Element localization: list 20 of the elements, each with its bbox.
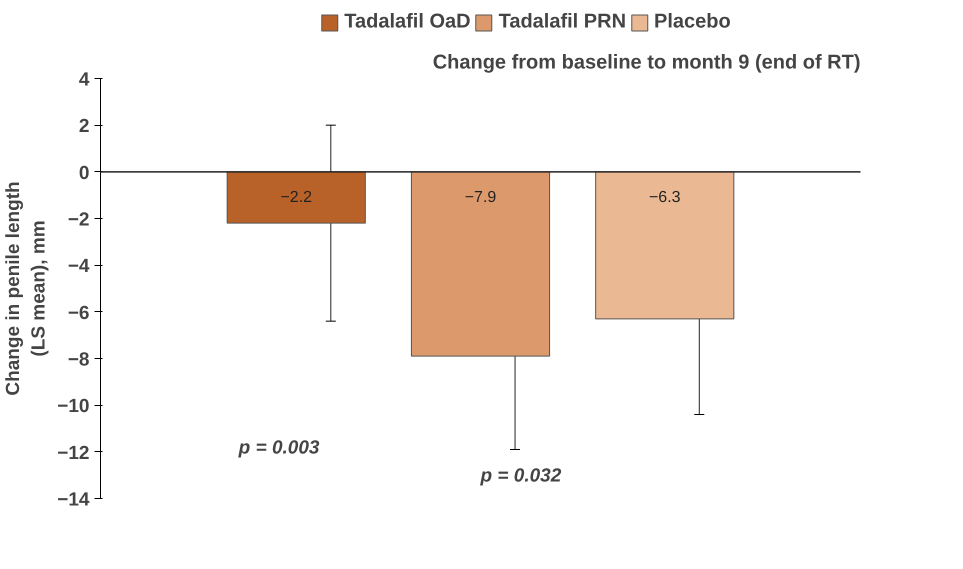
y-tick-label: −4 — [68, 256, 90, 278]
y-tick-label: −14 — [57, 490, 90, 510]
y-tick-label: −6 — [68, 302, 90, 324]
y-tick-label: −12 — [57, 442, 90, 464]
legend-label: Tadalafil PRN — [498, 10, 626, 34]
data-label: −7.9 — [464, 188, 496, 206]
y-tick-label: −2 — [68, 210, 90, 230]
annotation: p = 0.032 — [480, 466, 562, 486]
y-axis-title: Change in penile length (LS mean), mm — [3, 181, 50, 396]
data-label: −2.2 — [280, 188, 312, 206]
y-tick-label: 2 — [78, 116, 90, 138]
y-tick-label: 4 — [78, 70, 90, 90]
y-tick-label: −8 — [68, 350, 90, 370]
legend-label: Tadalafil OaD — [344, 10, 471, 34]
y-tick-label: 0 — [78, 162, 90, 184]
annotation: p = 0.003 — [238, 438, 320, 458]
y-tick-label: −10 — [57, 396, 90, 418]
chart-title: Change from baseline to month 9 (end of RT) — [432, 52, 861, 74]
data-label: −6.3 — [648, 188, 681, 206]
legend-label: Placebo — [654, 10, 731, 34]
